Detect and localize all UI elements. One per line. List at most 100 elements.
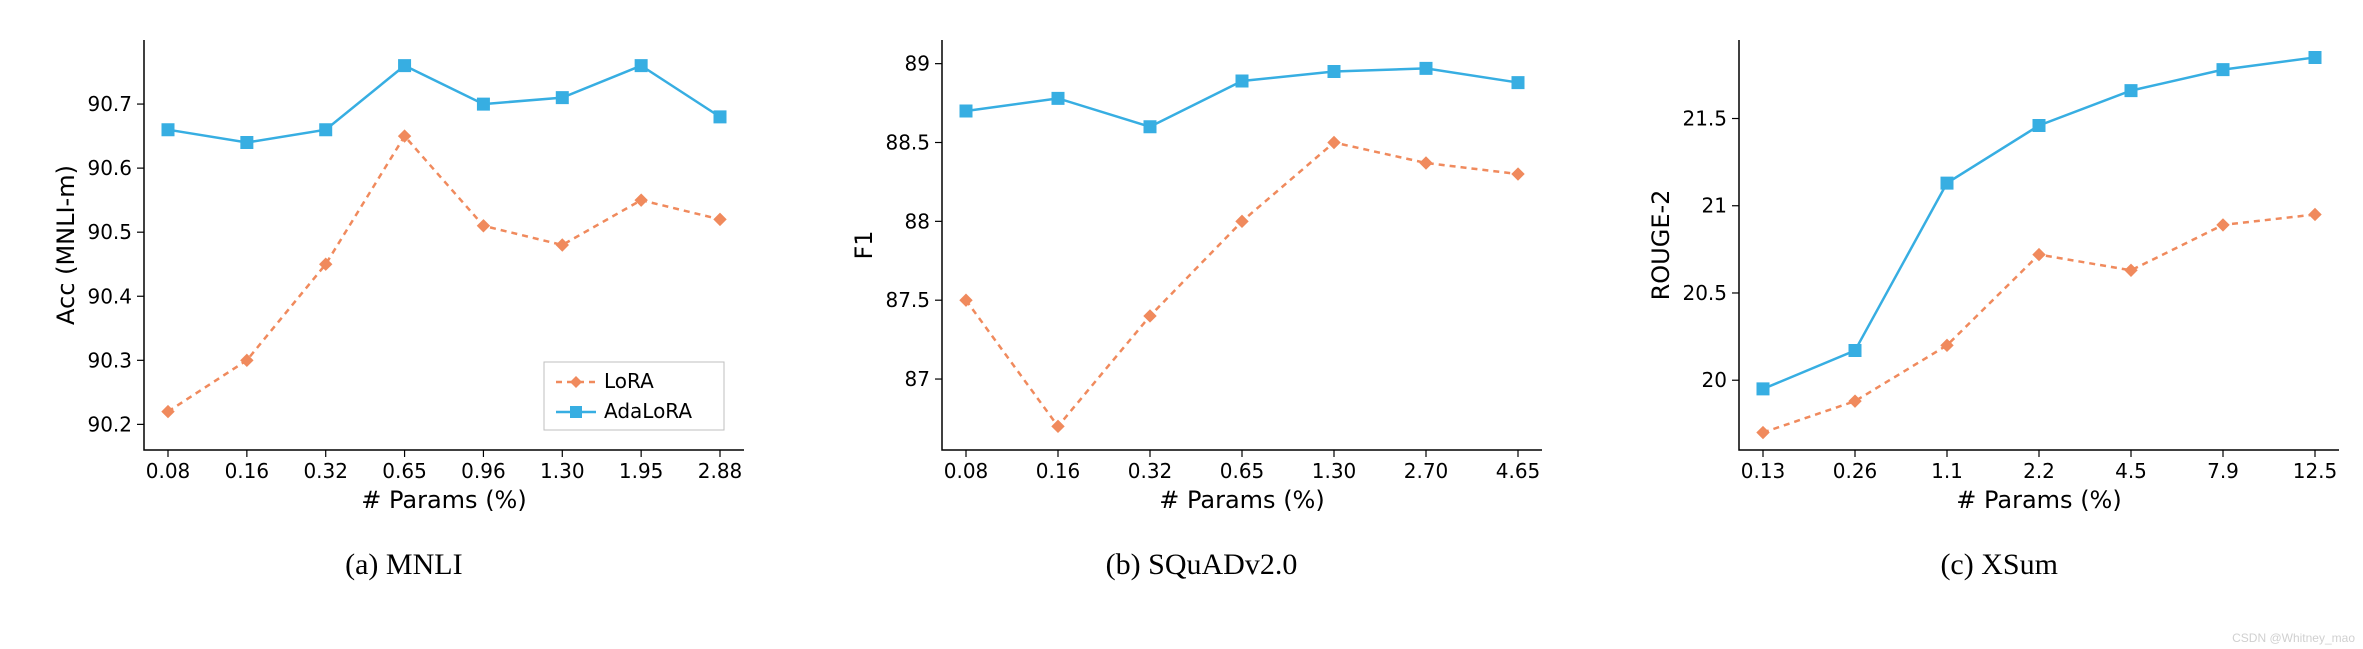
- legend-label: AdaLoRA: [604, 399, 692, 423]
- x-tick-label: 2.88: [698, 459, 743, 483]
- series-marker: [1144, 121, 1156, 133]
- series-marker: [2309, 51, 2321, 63]
- x-axis-label: # Params (%): [1159, 486, 1324, 514]
- x-tick-label: 0.16: [1035, 459, 1080, 483]
- x-tick-label: 0.08: [943, 459, 988, 483]
- series-marker: [1328, 66, 1340, 78]
- panel-squad: 8787.58888.5890.080.160.320.651.302.704.…: [818, 20, 1586, 582]
- series-marker: [714, 111, 726, 123]
- panel-caption: (c) XSum: [1940, 548, 2057, 582]
- series-line: [1763, 214, 2315, 432]
- series-marker: [1849, 345, 1861, 357]
- x-tick-label: 1.95: [619, 459, 664, 483]
- legend-label: LoRA: [604, 369, 654, 393]
- series-marker: [2217, 219, 2229, 231]
- y-tick-label: 20: [1702, 368, 1727, 392]
- y-tick-label: 90.5: [87, 220, 132, 244]
- panel-caption: (a) MNLI: [345, 548, 462, 582]
- series-marker: [1941, 177, 1953, 189]
- chart-svg: 20 20.5 21 21.5 0.13 0.26 1.1 2.2 4.5 7.9 12.5 ROUG…: [1629, 20, 2363, 540]
- series-marker: [714, 213, 726, 225]
- y-axis-label: Acc (MNLI-m): [52, 165, 80, 325]
- x-tick-label: 2.70: [1403, 459, 1448, 483]
- series-marker: [1236, 215, 1248, 227]
- series-marker: [635, 60, 647, 72]
- series-marker: [241, 137, 253, 149]
- series-marker: [556, 92, 568, 104]
- y-tick-label: 90.3: [87, 348, 132, 372]
- x-tick-label: 0.96: [461, 459, 506, 483]
- y-tick-label: 90.4: [87, 284, 132, 308]
- panel-mnli: 90.2 90.3 90.4 90.5 90.6 90.7 0.08 0.16 0.32 0.65…: [20, 20, 788, 582]
- y-tick-label: 21.5: [1683, 107, 1728, 131]
- series-marker: [1512, 77, 1524, 89]
- series-marker: [2033, 249, 2045, 261]
- series-marker: [320, 124, 332, 136]
- x-tick-label: 0.08: [146, 459, 191, 483]
- series-marker: [398, 60, 410, 72]
- chart-svg: 90.2 90.3 90.4 90.5 90.6 90.7 0.08 0.16 0.32 0.65…: [34, 20, 774, 540]
- y-tick-label: 20.5: [1683, 281, 1728, 305]
- series-marker: [477, 98, 489, 110]
- x-tick-label: 12.5: [2293, 459, 2338, 483]
- figure-row: 90.2 90.3 90.4 90.5 90.6 90.7 0.08 0.16 0.32 0.65…: [20, 20, 2363, 582]
- series-marker: [2217, 64, 2229, 76]
- series-marker: [556, 239, 568, 251]
- x-axis-label: # Params (%): [1956, 486, 2121, 514]
- y-axis-label: ROUGE-2: [1647, 190, 1675, 301]
- y-tick-label: 90.6: [87, 156, 132, 180]
- x-tick-label: 0.65: [382, 459, 427, 483]
- y-tick-label: 88: [904, 209, 929, 233]
- series-marker: [1144, 310, 1156, 322]
- y-axis-label: F1: [850, 230, 878, 259]
- series-marker: [2033, 119, 2045, 131]
- series-marker: [1052, 92, 1064, 104]
- x-tick-label: 4.5: [2115, 459, 2147, 483]
- chart-box: 90.2 90.3 90.4 90.5 90.6 90.7 0.08 0.16 0.32 0.65…: [34, 20, 774, 540]
- series-marker: [1236, 75, 1248, 87]
- series-marker: [1420, 62, 1432, 74]
- x-tick-label: 1.1: [1931, 459, 1963, 483]
- watermark: CSDN @Whitney_mao: [2232, 631, 2355, 645]
- series-marker: [1757, 427, 1769, 439]
- y-tick-label: 87.5: [885, 288, 930, 312]
- x-tick-label: 0.32: [303, 459, 348, 483]
- chart-svg: 8787.58888.5890.080.160.320.651.302.704.…: [832, 20, 1572, 540]
- y-tick-label: 90.7: [87, 92, 132, 116]
- x-tick-label: 1.30: [1311, 459, 1356, 483]
- y-tick-label: 88.5: [885, 131, 930, 155]
- y-tick-label: 90.2: [87, 412, 132, 436]
- y-tick-label: 21: [1702, 194, 1727, 218]
- x-tick-label: 0.32: [1127, 459, 1172, 483]
- series-marker: [477, 220, 489, 232]
- series-marker: [635, 194, 647, 206]
- series-marker: [2125, 85, 2137, 97]
- legend: LoRA AdaLoRA: [544, 362, 724, 430]
- chart-box: 20 20.5 21 21.5 0.13 0.26 1.1 2.2 4.5 7.9 12.5 ROUG…: [1629, 20, 2363, 540]
- series-marker: [960, 105, 972, 117]
- x-tick-label: 2.2: [2023, 459, 2055, 483]
- chart-box: 8787.58888.5890.080.160.320.651.302.704.…: [832, 20, 1572, 540]
- series-marker: [1052, 420, 1064, 432]
- x-axis-label: # Params (%): [361, 486, 526, 514]
- panel-xsum: 20 20.5 21 21.5 0.13 0.26 1.1 2.2 4.5 7.9 12.5 ROUG…: [1615, 20, 2363, 582]
- y-tick-label: 89: [904, 52, 929, 76]
- series-marker: [1757, 383, 1769, 395]
- x-tick-label: 0.13: [1741, 459, 1786, 483]
- x-tick-label: 0.65: [1219, 459, 1264, 483]
- x-tick-label: 4.65: [1495, 459, 1540, 483]
- series-marker: [2309, 208, 2321, 220]
- x-tick-label: 0.16: [224, 459, 269, 483]
- x-tick-label: 7.9: [2207, 459, 2239, 483]
- series-marker: [1420, 157, 1432, 169]
- series-line: [168, 66, 720, 143]
- series-line: [966, 143, 1518, 427]
- series-marker: [1849, 395, 1861, 407]
- series-marker: [162, 124, 174, 136]
- panel-caption: (b) SQuADv2.0: [1106, 548, 1298, 582]
- series-marker: [1512, 168, 1524, 180]
- x-tick-label: 0.26: [1833, 459, 1878, 483]
- series-marker: [1328, 137, 1340, 149]
- series-marker: [2125, 264, 2137, 276]
- x-tick-label: 1.30: [540, 459, 585, 483]
